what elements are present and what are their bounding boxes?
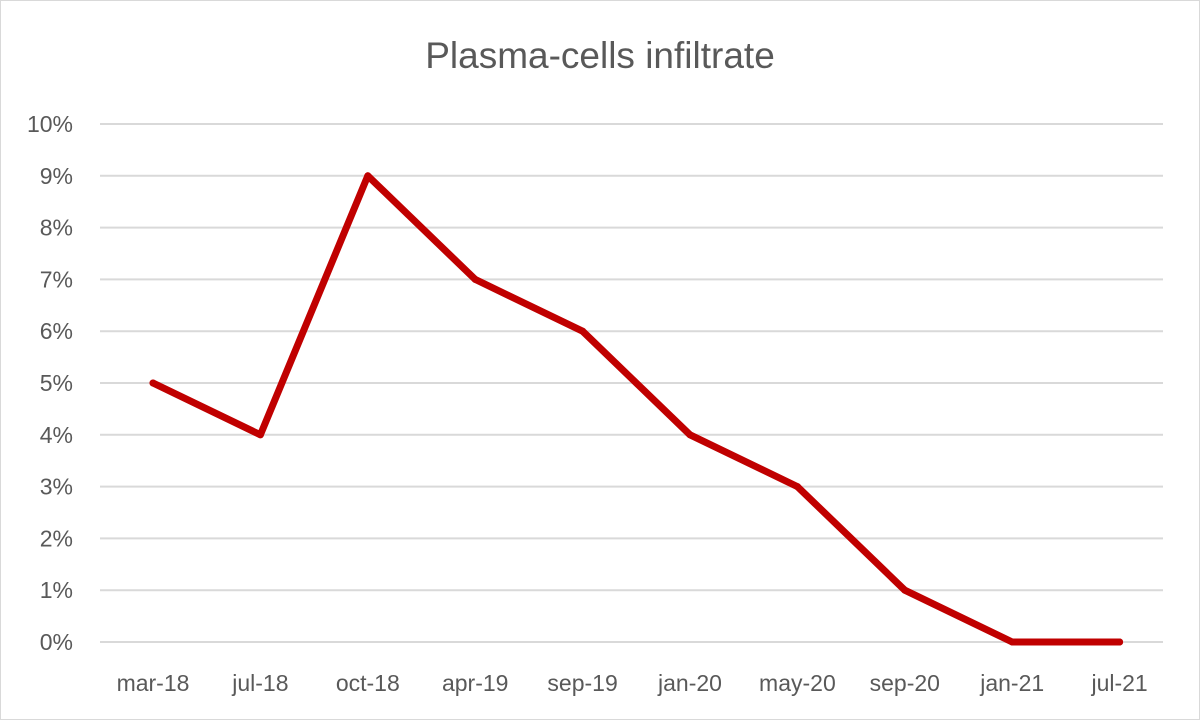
- data-point: [364, 172, 372, 180]
- x-tick-label: jan-20: [657, 670, 722, 696]
- y-tick-label: 7%: [40, 266, 73, 292]
- x-tick-label: sep-19: [547, 670, 617, 696]
- data-point: [901, 586, 909, 594]
- y-tick-label: 1%: [40, 577, 73, 603]
- y-tick-label: 10%: [27, 111, 73, 137]
- data-point: [579, 327, 587, 335]
- data-point: [793, 483, 801, 491]
- data-point: [471, 275, 479, 283]
- data-point: [1116, 638, 1124, 646]
- y-tick-label: 5%: [40, 370, 73, 396]
- y-tick-label: 4%: [40, 422, 73, 448]
- x-tick-label: sep-20: [870, 670, 940, 696]
- series-group: [149, 172, 1124, 646]
- x-axis-tick-labels: mar-18 jul-18 oct-18 apr-19 sep-19 jan-20 may-…: [117, 670, 1148, 696]
- y-tick-label: 2%: [40, 525, 73, 551]
- chart-title: Plasma-cells infiltrate: [425, 35, 775, 76]
- y-tick-label: 6%: [40, 318, 73, 344]
- x-tick-label: apr-19: [442, 670, 508, 696]
- x-tick-label: mar-18: [117, 670, 190, 696]
- x-tick-label: jul-21: [1090, 670, 1147, 696]
- y-tick-label: 9%: [40, 163, 73, 189]
- data-point: [1008, 638, 1016, 646]
- y-tick-label: 8%: [40, 215, 73, 241]
- data-point: [256, 431, 264, 439]
- gridlines: [100, 123, 1163, 643]
- data-point: [149, 379, 157, 387]
- x-tick-label: oct-18: [336, 670, 400, 696]
- x-tick-label: jul-18: [231, 670, 288, 696]
- x-tick-label: may-20: [759, 670, 836, 696]
- series-line: [149, 172, 1124, 646]
- y-axis-tick-labels: 0% 1% 2% 3% 4% 5% 6% 7% 8% 9% 10%: [27, 111, 73, 655]
- x-tick-label: jan-21: [979, 670, 1044, 696]
- y-tick-label: 3%: [40, 474, 73, 500]
- data-point: [686, 431, 694, 439]
- y-tick-label: 0%: [40, 629, 73, 655]
